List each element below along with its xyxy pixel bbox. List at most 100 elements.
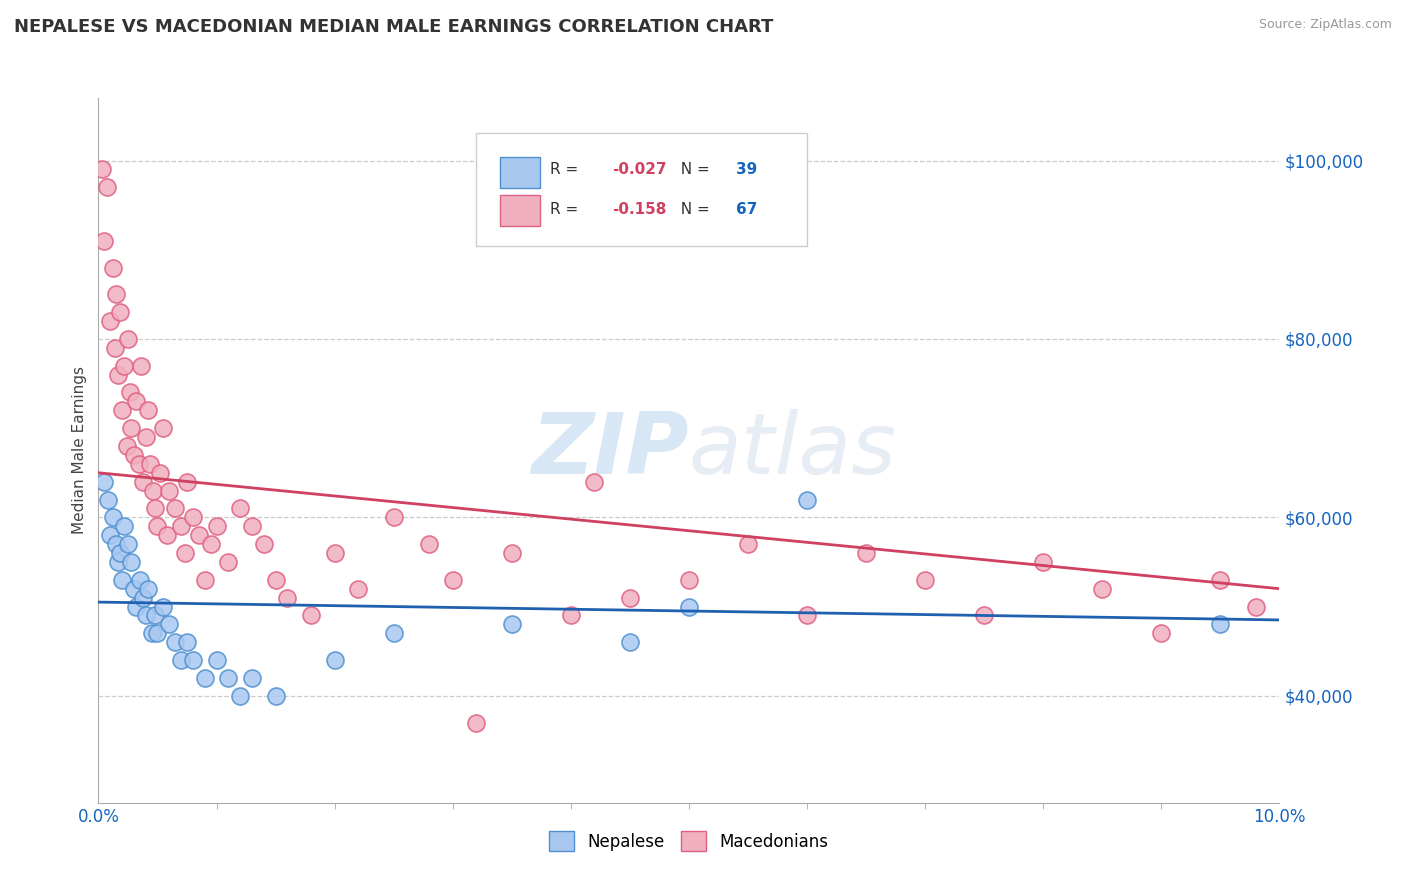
Point (93, 234, 115, 248)
Point (101, 260, 124, 275)
Point (170, 653, 193, 667)
Point (121, 555, 143, 569)
Point (973, 608, 995, 623)
Point (737, 537, 759, 551)
Point (240, 519, 263, 533)
Point (323, 653, 346, 667)
Point (465, 715, 488, 730)
Point (142, 483, 165, 498)
Point (115, 439, 138, 453)
Point (96, 180, 118, 194)
Point (117, 537, 139, 551)
FancyBboxPatch shape (477, 133, 807, 246)
Point (855, 546, 877, 560)
Point (229, 689, 252, 703)
Point (156, 528, 179, 542)
Point (173, 546, 195, 560)
Point (143, 501, 166, 516)
Point (97, 492, 120, 507)
Point (796, 492, 818, 507)
Point (560, 608, 582, 623)
Point (120, 385, 142, 400)
Text: R =: R = (550, 162, 582, 178)
Point (132, 475, 155, 489)
Legend: Nepalese, Macedonians: Nepalese, Macedonians (543, 824, 835, 858)
Text: Source: ZipAtlas.com: Source: ZipAtlas.com (1258, 18, 1392, 31)
Point (121, 421, 143, 435)
Point (152, 421, 174, 435)
Point (107, 368, 129, 382)
Point (501, 546, 523, 560)
Point (217, 671, 239, 685)
Point (112, 519, 135, 533)
FancyBboxPatch shape (501, 195, 540, 227)
Point (1032, 555, 1054, 569)
Point (136, 403, 159, 417)
Point (176, 475, 198, 489)
Text: 39: 39 (737, 162, 758, 178)
Point (200, 537, 222, 551)
Point (139, 457, 162, 471)
Point (136, 582, 159, 596)
Point (125, 394, 148, 409)
Point (347, 582, 370, 596)
Point (111, 573, 134, 587)
Point (194, 573, 217, 587)
Point (135, 430, 157, 444)
Point (619, 635, 641, 649)
Point (125, 599, 148, 614)
Point (276, 591, 298, 605)
Point (108, 546, 131, 560)
Point (91, 162, 114, 177)
Point (678, 573, 700, 587)
Point (1209, 617, 1232, 632)
Point (104, 341, 127, 355)
Point (323, 546, 346, 560)
Text: R =: R = (550, 202, 582, 217)
Point (152, 599, 174, 614)
Text: ZIP: ZIP (531, 409, 689, 492)
Point (101, 510, 124, 524)
Point (129, 359, 152, 373)
Text: atlas: atlas (689, 409, 897, 492)
Point (146, 519, 169, 533)
Point (619, 591, 641, 605)
Point (299, 608, 322, 623)
Point (1091, 582, 1114, 596)
Point (135, 608, 157, 623)
Y-axis label: Median Male Earnings: Median Male Earnings (72, 367, 87, 534)
Point (583, 475, 606, 489)
Point (264, 573, 287, 587)
Point (914, 573, 936, 587)
Point (128, 457, 150, 471)
Point (141, 626, 163, 640)
Point (165, 635, 187, 649)
Point (1150, 626, 1173, 640)
Point (122, 448, 145, 462)
Point (98, 528, 121, 542)
Point (112, 359, 135, 373)
Text: N =: N = (671, 202, 714, 217)
Text: -0.027: -0.027 (612, 162, 666, 178)
Point (157, 483, 180, 498)
Point (382, 510, 405, 524)
Point (1209, 573, 1232, 587)
Point (205, 653, 228, 667)
Point (170, 519, 193, 533)
Point (176, 635, 198, 649)
Point (217, 555, 239, 569)
Point (149, 466, 172, 480)
Point (240, 671, 263, 685)
Point (187, 528, 209, 542)
Point (501, 617, 523, 632)
Point (93, 475, 115, 489)
Point (441, 573, 464, 587)
Point (143, 608, 166, 623)
Point (117, 332, 139, 346)
Point (157, 617, 180, 632)
Point (418, 537, 440, 551)
Point (105, 287, 128, 301)
Point (122, 582, 145, 596)
Text: N =: N = (671, 162, 714, 178)
Text: 67: 67 (737, 202, 758, 217)
